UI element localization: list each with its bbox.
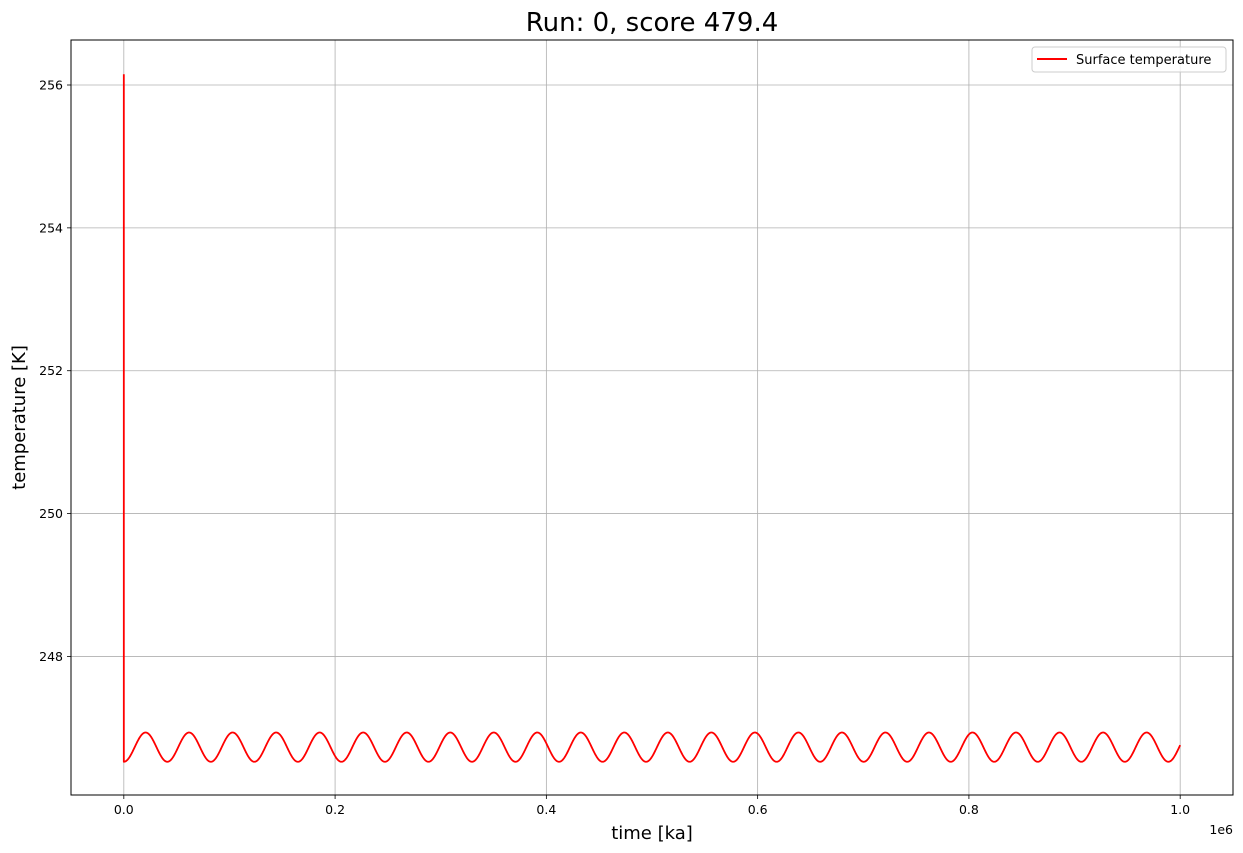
grid-lines — [71, 40, 1233, 795]
y-axis-label: temperature [K] — [9, 345, 30, 490]
y-tick-label: 252 — [39, 363, 63, 378]
y-tick-label: 256 — [39, 78, 63, 93]
axis-ticks: 0.0 0.2 0.4 0.6 0.8 1.0 248 250 252 254 256 — [39, 78, 1190, 818]
x-axis-offset-label: 1e6 — [1209, 822, 1233, 837]
legend-box — [1031, 46, 1227, 73]
legend-entry-label: Surface temperature — [1076, 53, 1211, 68]
series-layer — [122, 74, 1181, 763]
chart-title: Run: 0, score 479.4 — [526, 8, 779, 38]
y-tick-label: 250 — [39, 506, 63, 521]
series-line-surface-temperature — [122, 74, 1181, 763]
x-tick-label: 0.4 — [536, 802, 556, 817]
y-tick-label: 248 — [39, 649, 63, 664]
x-axis-label: time [ka] — [611, 823, 693, 844]
x-tick-label: 0.8 — [959, 802, 979, 817]
y-tick-label: 254 — [39, 220, 63, 235]
x-tick-label: 0.2 — [325, 802, 345, 817]
x-tick-label: 1.0 — [1170, 802, 1190, 817]
plot-area-frame — [70, 39, 1234, 796]
x-tick-label: 0.6 — [748, 802, 768, 817]
x-tick-label: 0.0 — [114, 802, 134, 817]
legend: Surface temperature — [1031, 46, 1227, 73]
